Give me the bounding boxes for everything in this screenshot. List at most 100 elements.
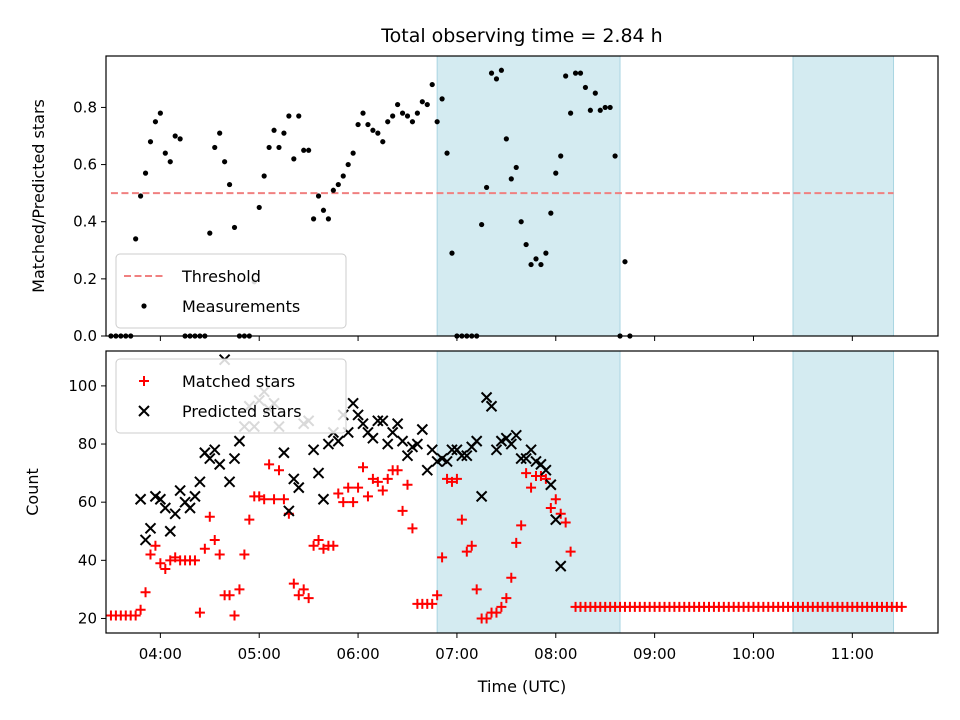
bottom-series-0-point-70 xyxy=(451,473,462,484)
top-series-1-point-56 xyxy=(385,119,391,125)
top-series-1-point-5 xyxy=(133,236,139,242)
bottom-series-0-point-8 xyxy=(145,549,156,560)
top-series-1-point-82 xyxy=(513,164,519,171)
bottom-series-1-point-35 xyxy=(307,444,320,456)
top-series-1-point-90 xyxy=(553,170,559,176)
top-series-1-point-30 xyxy=(256,204,262,211)
bottom-series-1-point-76 xyxy=(510,429,522,442)
top-shaded-interval-1 xyxy=(792,55,895,337)
top-y-tick-label-1: 0.2 xyxy=(73,270,97,288)
top-series-1-point-7 xyxy=(142,170,149,176)
bottom-series-0-point-82 xyxy=(511,537,522,548)
top-series-1-point-89 xyxy=(548,210,554,216)
bottom-series-0-point-25 xyxy=(229,610,240,621)
top-series-1-point-75 xyxy=(479,221,485,228)
bottom-series-0-point-47 xyxy=(338,497,349,508)
bottom-legend-label-1: Predicted stars xyxy=(182,402,302,421)
bottom-series-0-point-50 xyxy=(353,482,364,493)
bottom-series-1-point-43 xyxy=(347,397,359,410)
bottom-series-1-point-72 xyxy=(490,444,503,456)
bottom-series-0-point-24 xyxy=(224,590,235,601)
y-axis-label-top: Matched/Predicted stars xyxy=(29,99,48,293)
bottom-series-1-point-11 xyxy=(189,490,201,503)
bottom-series-0-point-33 xyxy=(269,494,280,505)
bottom-y-tick-label-1: 40 xyxy=(78,551,97,569)
top-series-1-point-66 xyxy=(434,119,440,125)
top-series-1-point-85 xyxy=(528,261,534,268)
bottom-series-0-point-73 xyxy=(466,540,477,551)
bottom-series-0-point-22 xyxy=(214,549,225,560)
bottom-series-1-point-53 xyxy=(396,435,409,447)
bottom-series-0-point-31 xyxy=(259,494,270,505)
bottom-series-1-point-84 xyxy=(550,513,562,526)
bottom-series-1-point-70 xyxy=(480,391,493,404)
bottom-series-0-point-84 xyxy=(521,468,532,479)
top-legend-label-1: Measurements xyxy=(182,297,300,316)
x-tick-label-6: 10:00 xyxy=(732,645,775,663)
top-series-1-point-84 xyxy=(523,241,529,248)
bottom-axes-frame xyxy=(105,350,939,634)
top-series-1-point-102 xyxy=(612,153,618,159)
top-y-tick-label-4: 0.8 xyxy=(73,98,97,116)
top-series-1-point-54 xyxy=(375,130,381,136)
top-series-1-point-9 xyxy=(152,119,159,125)
bottom-series-0-point-19 xyxy=(199,543,210,554)
top-series-1-point-92 xyxy=(563,73,569,79)
bottom-series-0-point-42 xyxy=(313,534,324,545)
top-series-1-point-95 xyxy=(577,70,584,76)
bottom-series-0-point-20 xyxy=(204,511,215,522)
top-series-1-point-81 xyxy=(508,176,514,182)
bottom-series-1-point-32 xyxy=(293,481,305,494)
bottom-series-0-point-21 xyxy=(209,534,220,545)
top-series-1-point-65 xyxy=(429,81,435,88)
bottom-series-0-point-65 xyxy=(427,598,438,609)
bottom-series-1-point-15 xyxy=(209,444,221,456)
bottom-series-1-point-40 xyxy=(332,435,345,447)
top-series-1-point-83 xyxy=(518,219,524,225)
x-tick-label-7: 11:00 xyxy=(831,645,874,663)
bottom-series-0-point-34 xyxy=(273,465,284,476)
x-tick-label-5: 09:00 xyxy=(633,645,676,663)
top-series-1-point-87 xyxy=(538,261,544,268)
bottom-series-1-point-48 xyxy=(372,415,384,427)
bottom-series-0-point-51 xyxy=(358,462,369,473)
x-tick-label-2: 06:00 xyxy=(336,645,379,663)
bottom-series-0-point-40 xyxy=(303,593,314,604)
top-series-1-point-35 xyxy=(281,130,287,136)
bottom-series-0-point-76 xyxy=(481,613,492,624)
bottom-series-1-point-82 xyxy=(540,464,552,476)
x-tick-label-4: 08:00 xyxy=(534,645,577,663)
top-series-1-point-99 xyxy=(597,107,603,113)
bottom-series-1-point-0 xyxy=(134,493,147,505)
bottom-series-0-point-32 xyxy=(264,459,275,470)
top-legend-box xyxy=(115,253,347,329)
bottom-series-0-point-78 xyxy=(491,607,502,618)
bottom-series-1-point-12 xyxy=(194,476,206,488)
x-axis-label: Time (UTC) xyxy=(477,677,566,696)
bottom-series-1-point-6 xyxy=(164,525,176,537)
bottom-series-0-point-45 xyxy=(328,540,339,551)
bottom-series-0-point-160 xyxy=(896,601,907,612)
bottom-series-1-point-1 xyxy=(139,534,152,546)
bottom-series-0-point-18 xyxy=(194,607,205,618)
top-series-1-point-41 xyxy=(310,216,317,222)
bottom-series-1-point-66 xyxy=(461,449,473,462)
bottom-series-1-point-78 xyxy=(520,452,532,465)
bottom-series-1-point-50 xyxy=(382,438,394,450)
bottom-series-0-point-27 xyxy=(239,549,250,560)
top-series-1-point-20 xyxy=(207,230,213,236)
bottom-series-1-point-47 xyxy=(367,432,379,444)
top-series-1-point-14 xyxy=(177,136,183,142)
top-series-1-point-42 xyxy=(315,193,322,199)
bottom-series-0-point-7 xyxy=(140,587,151,598)
top-series-1-point-11 xyxy=(162,150,168,156)
top-series-1-point-49 xyxy=(350,150,356,156)
bottom-series-0-point-38 xyxy=(293,590,304,601)
bottom-series-1-point-56 xyxy=(411,438,424,450)
bottom-series-1-point-36 xyxy=(312,467,325,479)
bottom-series-0-point-85 xyxy=(526,482,537,493)
top-series-1-point-8 xyxy=(147,139,154,145)
bottom-series-0-point-41 xyxy=(308,540,319,551)
top-series-1-point-36 xyxy=(286,113,292,119)
top-series-1-point-61 xyxy=(409,119,416,125)
